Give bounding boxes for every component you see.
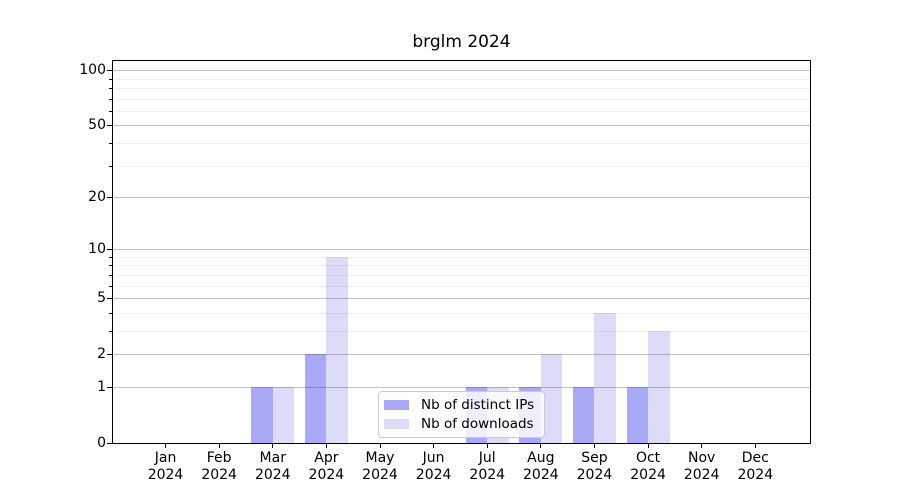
month-label: Jan <box>154 450 177 466</box>
y-minor-tick-3 <box>109 330 113 332</box>
x-tick-label-feb: Feb 2024 <box>189 450 249 483</box>
y-minor-tick-60 <box>109 110 113 112</box>
y-tick-20 <box>107 196 113 198</box>
y-minor-tick-9 <box>109 256 113 258</box>
year-label: 2024 <box>415 466 452 483</box>
bar-downloads-sep <box>594 313 616 443</box>
y-minor-tick-40 <box>109 142 113 144</box>
bars-layer <box>113 61 810 443</box>
y-tick-label-100: 100 <box>79 62 106 79</box>
month-label: Jun <box>422 450 445 466</box>
x-tick-label-sep: Sep 2024 <box>564 450 624 483</box>
year-label: 2024 <box>362 466 398 483</box>
x-tick-jul <box>486 444 488 448</box>
bar-downloads-oct <box>648 331 670 443</box>
x-tick-feb <box>218 444 220 448</box>
x-tick-apr <box>325 444 327 448</box>
y-tick-0 <box>107 442 113 444</box>
year-label: 2024 <box>683 466 720 483</box>
y-minor-tick-8 <box>109 265 113 267</box>
bar-downloads-apr <box>326 257 348 443</box>
x-tick-dec <box>754 444 756 448</box>
y-tick-label-50: 50 <box>88 117 106 134</box>
month-label: Aug <box>527 450 555 466</box>
bar-downloads-mar <box>272 387 295 443</box>
bar-distinct-ips-sep <box>572 387 595 443</box>
x-tick-label-jan: Jan 2024 <box>136 450 196 483</box>
x-tick-mar <box>272 444 274 448</box>
x-tick-aug <box>540 444 542 448</box>
y-tick-10 <box>107 249 113 251</box>
y-minor-tick-90 <box>109 78 113 80</box>
x-tick-nov <box>701 444 703 448</box>
chart-title: brglm 2024 <box>412 32 511 52</box>
legend-item-downloads: Nb of downloads <box>384 416 539 432</box>
y-tick-50 <box>107 125 113 127</box>
x-tick-sep <box>593 444 595 448</box>
y-minor-tick-7 <box>109 274 113 276</box>
y-tick-2 <box>107 353 113 355</box>
month-label: Dec <box>741 450 769 466</box>
y-minor-tick-6 <box>109 285 113 287</box>
month-label: Feb <box>206 450 232 466</box>
legend-label-distinct-ips: Nb of distinct IPs <box>421 397 535 413</box>
year-label: 2024 <box>254 466 291 483</box>
month-label: Mar <box>259 450 286 466</box>
y-tick-label-2: 2 <box>97 345 106 362</box>
legend: Nb of distinct IPs Nb of downloads <box>378 391 545 438</box>
y-minor-tick-4 <box>109 312 113 314</box>
bar-distinct-ips-apr <box>304 354 327 443</box>
x-tick-label-oct: Oct 2024 <box>618 450 678 483</box>
x-tick-label-mar: Mar 2024 <box>243 450 303 483</box>
year-label: 2024 <box>469 466 506 483</box>
year-label: 2024 <box>523 466 559 483</box>
y-tick-label-5: 5 <box>97 289 106 306</box>
x-tick-label-nov: Nov 2024 <box>672 450 732 483</box>
x-tick-jan <box>165 444 167 448</box>
y-minor-tick-70 <box>109 98 113 100</box>
month-label: Nov <box>688 450 716 466</box>
y-tick-100 <box>107 70 113 72</box>
bar-downloads-aug <box>540 354 563 443</box>
plot-area: Nb of distinct IPs Nb of downloads <box>112 60 811 444</box>
legend-swatch-distinct-ips <box>384 400 409 410</box>
x-tick-label-jun: Jun 2024 <box>404 450 464 483</box>
month-label: Sep <box>581 450 608 466</box>
year-label: 2024 <box>308 466 345 483</box>
legend-item-distinct-ips: Nb of distinct IPs <box>384 397 539 413</box>
y-minor-tick-80 <box>109 88 113 90</box>
year-label: 2024 <box>201 466 237 483</box>
month-label: Apr <box>314 450 339 466</box>
x-tick-oct <box>647 444 649 448</box>
y-tick-label-1: 1 <box>97 378 106 395</box>
year-label: 2024 <box>737 466 774 483</box>
x-tick-jun <box>433 444 435 448</box>
year-label: 2024 <box>630 466 666 483</box>
y-tick-label-20: 20 <box>88 188 106 205</box>
y-tick-5 <box>107 297 113 299</box>
year-label: 2024 <box>147 466 184 483</box>
bar-distinct-ips-mar <box>251 387 273 443</box>
y-tick-1 <box>107 386 113 388</box>
month-label: May <box>365 450 395 466</box>
x-tick-label-dec: Dec 2024 <box>725 450 785 483</box>
y-tick-label-10: 10 <box>88 241 106 258</box>
y-minor-tick-30 <box>109 165 113 167</box>
legend-swatch-downloads <box>384 419 409 429</box>
legend-label-downloads: Nb of downloads <box>421 416 534 432</box>
x-tick-may <box>379 444 381 448</box>
y-tick-label-0: 0 <box>97 434 106 451</box>
x-tick-label-aug: Aug 2024 <box>511 450 571 483</box>
month-label: Jul <box>478 450 496 466</box>
x-tick-label-jul: Jul 2024 <box>457 450 517 483</box>
x-tick-label-apr: Apr 2024 <box>296 450 356 483</box>
x-tick-label-may: May 2024 <box>350 450 410 483</box>
year-label: 2024 <box>576 466 613 483</box>
bar-distinct-ips-oct <box>626 387 649 443</box>
month-label: Oct <box>635 450 661 466</box>
